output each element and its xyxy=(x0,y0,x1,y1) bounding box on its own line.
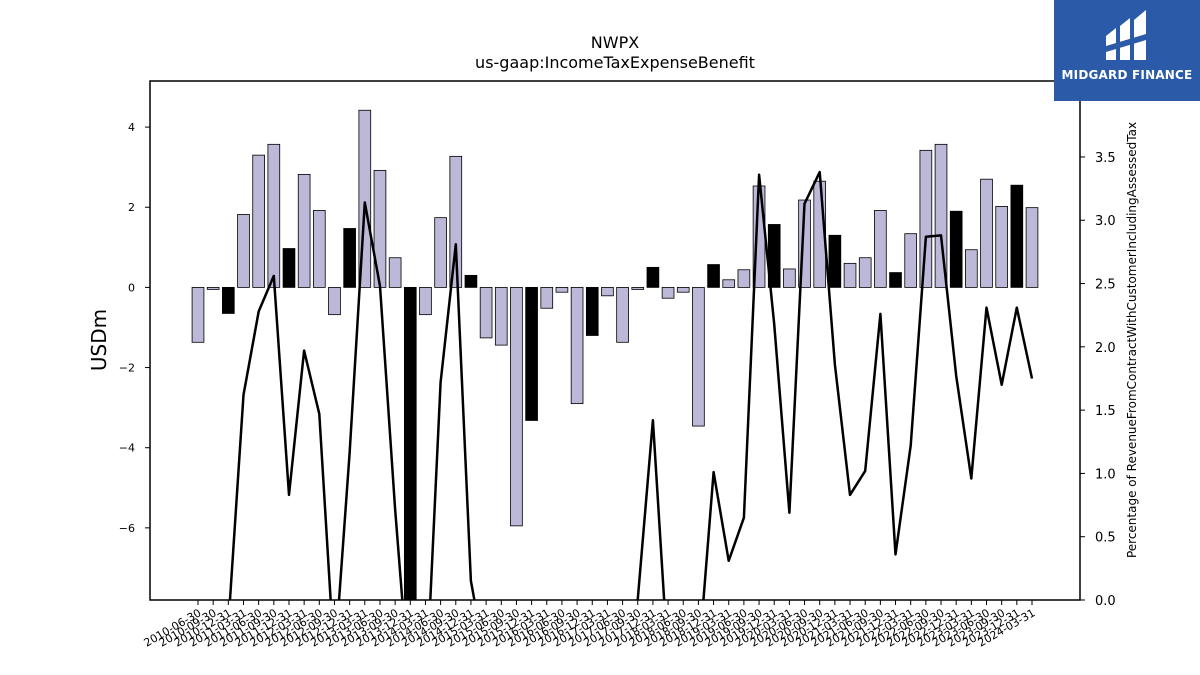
y-tick-label: 0 xyxy=(128,281,135,294)
bar-2020-12-31 xyxy=(828,234,842,288)
bar-2022-06-30 xyxy=(919,149,933,288)
bar-2017-12-31 xyxy=(646,266,660,288)
bar-2016-12-31 xyxy=(585,286,599,336)
chart-subtitle: us-gaap:IncomeTaxExpenseBenefit xyxy=(475,53,755,72)
bar-2019-06-30 xyxy=(737,269,751,288)
bar-2015-12-31 xyxy=(525,286,538,421)
bar-2022-03-31 xyxy=(904,233,918,288)
bar-2012-12-31 xyxy=(343,228,356,288)
bar-2010-09-30 xyxy=(206,286,220,290)
bar-2021-06-30 xyxy=(858,257,872,288)
bar-2013-12-31 xyxy=(403,286,417,600)
y2-tick-label: 3.0 xyxy=(1095,214,1116,229)
bar-2015-03-31 xyxy=(479,286,493,339)
y-tick-label: 2 xyxy=(128,201,135,214)
y-tick-label: −6 xyxy=(119,522,135,535)
bar-2016-06-30 xyxy=(555,286,569,293)
y2-axis-label: Percentage of RevenueFromContractWithCus… xyxy=(1125,122,1139,558)
bar-2016-09-30 xyxy=(570,286,584,405)
bar-2012-09-30 xyxy=(328,286,341,316)
midgard-finance-logo: MIDGARD FINANCE xyxy=(1054,0,1200,101)
y2-tick-label: 2.0 xyxy=(1095,341,1116,356)
y2-tick-label: 2.5 xyxy=(1095,278,1116,293)
bar-2014-06-30 xyxy=(434,217,447,288)
bar-2017-09-30 xyxy=(631,286,645,290)
bar-2023-06-30 xyxy=(980,178,993,288)
percentage-line xyxy=(228,170,1034,600)
line-series xyxy=(228,170,1034,600)
bar-2014-12-31 xyxy=(464,274,478,288)
bar-series xyxy=(191,109,1039,600)
y-tick-label: −4 xyxy=(119,442,135,455)
y2-tick-label: 3.5 xyxy=(1095,151,1116,166)
plot-frame xyxy=(149,80,1081,601)
bar-2021-09-30 xyxy=(874,210,887,288)
bar-2011-09-30 xyxy=(267,143,281,288)
bar-2023-09-30 xyxy=(995,206,1008,288)
bar-2019-03-31 xyxy=(722,279,736,288)
right-axis: 0.0 0.5 1.0 1.5 2.0 2.5 3.0 3.5 xyxy=(1080,151,1116,609)
bar-2011-12-31 xyxy=(282,248,296,288)
bar-2012-03-31 xyxy=(297,173,311,288)
bar-2013-09-30 xyxy=(388,257,402,288)
bar-2020-03-31 xyxy=(783,268,796,288)
bar-2012-06-30 xyxy=(312,210,326,288)
bar-2018-09-30 xyxy=(692,286,705,427)
logo-text: MIDGARD FINANCE xyxy=(1061,68,1193,82)
bar-2015-06-30 xyxy=(494,286,508,346)
bar-2015-09-30 xyxy=(510,286,523,527)
y2-tick-label: 0.0 xyxy=(1095,594,1116,609)
chart-title: NWPX xyxy=(591,33,639,52)
y-tick-label: 4 xyxy=(128,121,135,134)
y-tick-label: −2 xyxy=(119,362,135,375)
bar-2022-09-30 xyxy=(934,143,948,288)
y2-tick-label: 1.0 xyxy=(1095,467,1116,482)
bar-2021-12-31 xyxy=(889,272,902,288)
bar-2018-12-31 xyxy=(707,264,720,288)
y2-tick-label: 1.5 xyxy=(1095,404,1116,419)
bar-2011-06-30 xyxy=(252,154,265,288)
bar-2018-03-31 xyxy=(661,286,675,299)
bar-2010-12-31 xyxy=(222,286,235,314)
bar-2016-03-31 xyxy=(540,286,554,309)
y2-tick-label: 0.5 xyxy=(1095,531,1116,546)
bar-2010-06-30 xyxy=(191,286,205,343)
bar-2014-03-31 xyxy=(419,286,432,316)
y-axis-label: USDm xyxy=(87,309,111,371)
bar-2017-03-31 xyxy=(601,286,614,297)
bar-2021-03-31 xyxy=(843,262,857,288)
bar-2020-06-30 xyxy=(798,199,811,288)
bar-2023-03-31 xyxy=(965,249,978,288)
left-axis: −6 −4 −2 0 2 4 xyxy=(119,121,150,535)
bar-2014-09-30 xyxy=(449,155,463,288)
bar-2018-06-30 xyxy=(676,286,690,293)
bar-2024-03-31 xyxy=(1025,207,1039,288)
bar-2023-12-31 xyxy=(1010,184,1024,288)
bar-2011-03-31 xyxy=(237,214,250,288)
bar-2017-06-30 xyxy=(616,286,629,343)
bar-2022-12-31 xyxy=(949,210,963,288)
x-axis: 2010-06-302010-09-302010-12-312011-03-31… xyxy=(142,600,1038,650)
logo-mark-icon xyxy=(1106,10,1146,60)
bar-2013-03-31 xyxy=(358,109,372,288)
